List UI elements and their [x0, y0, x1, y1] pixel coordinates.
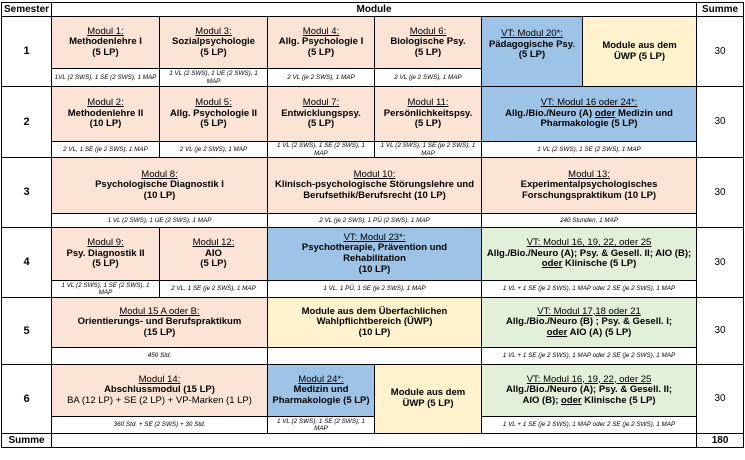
module-cell: Modul 3: Sozialpsychologie (5 LP) [159, 16, 268, 69]
module-header: Module [50, 2, 698, 17]
semester-row-5-notes: 450 Std. 1 VL + 1 SE (je 2 SWS), 1 MAP o… [2, 347, 744, 365]
module-note: 2 VL (je 2 SWS), 1 PÜ (2 SWS), 1 MAP [267, 213, 482, 228]
module-cell: Modul 1: Methodenlehre I (5 LP) [51, 16, 160, 69]
semester-number: 6 [1, 364, 52, 434]
module-note: 1 VL + 1 SE (je 2 SWS), 1 MAP oder 2 SE … [480, 416, 698, 434]
module-cell: Modul 7: Entwicklungspsy. (5 LP) [267, 86, 375, 142]
semester-row-4: 4 Modul 9: Psy. Diagnostik II (5 LP) Modul… [1, 227, 745, 298]
module-note: 1VL (2 SWS), 1 SE (2 SWS), 1 MAP [51, 68, 160, 87]
module-cell: Modul 4: Allg. Psychologie I (5 LP) [267, 16, 375, 69]
semester-sum: 30 [696, 16, 745, 87]
module-note: 1 VL, 1 PÜ, 1 SE (je 2 SWS), 1 MAP [267, 280, 482, 298]
semester-row-2: 2 Modul 2: Methodenlehre II (10 LP) Modul … [1, 86, 745, 158]
study-plan-table: Semester Module Summe 1 Modul 1: Methoden… [1, 2, 745, 448]
module-cell: Module aus dem ÜWP (5 LP) [581, 16, 698, 87]
semester-row-1: 1 Modul 1: Methodenlehre I (5 LP) Modul 3:… [1, 16, 745, 87]
semester-row-4-notes: 1 VL (2 SWS), 1 SE (2 SWS), 1 MAP 2 VL, … [2, 280, 744, 298]
module-cell: Modul 6: Biologische Psy. (5 LP) [374, 16, 482, 69]
summe-label: Summe [1, 433, 52, 448]
module-cell: VT: Modul 16, 19, 22, oder 25 Allg./Bio./… [480, 227, 698, 281]
module-cell: Module aus dem Überfachlichen Wahlpflicht… [267, 297, 482, 348]
module-note [267, 347, 482, 365]
module-cell: Modul 11: Persönlichkeitspsy. (5 LP) [374, 86, 482, 142]
module-note: 450 Std. [51, 347, 268, 365]
semester-row-3-notes: 1 VL (2 SWS), 1 UE (2 SWS), 1 MAP 2 VL (… [2, 213, 744, 228]
module-note: 1 VL (2 SWS), 1 SE (2 SWS), 1 MAP [480, 141, 698, 158]
module-cell: Modul 14: Abschlussmodul (15 LP) BA (12 LP… [51, 364, 268, 417]
module-cell: Modul 2: Methodenlehre II (10 LP) [51, 86, 160, 142]
module-cell: Modul 24*: Medizin und Pharmakologie (5 LP… [267, 364, 375, 417]
module-note: 2 VL (je 2 SWS), 1 MAP [374, 68, 482, 87]
semester-row-6-notes: 360 Std. + SE (2 SWS) + 30 Std. 1 VL (2 … [2, 416, 744, 434]
semester-row-2-notes: 2 VL, 1 SE (je 2 SWS), 1 MAP 2 VL (je 2 … [2, 141, 744, 158]
semester-number: 4 [1, 227, 52, 298]
module-note: 1 VL + 1 SE (je 2 SWS), 1 MAP oder 2 SE … [480, 280, 698, 298]
module-note: 1 VL (2 SWS), 1 UE (2 SWS), 1 MAP [51, 213, 268, 228]
module-note: 1 VL (2 SWS), 1 SE (2 SWS), 1 MAP [267, 416, 375, 434]
module-note: 2 VL, 1 SE (je 2 SWS), 1 MAP [51, 141, 160, 158]
summe-row: Summe 180 [1, 433, 745, 448]
semester-row-3: 3 Modul 8: Psychologische Diagnostik I (10… [1, 157, 745, 228]
module-note: 360 Std. + SE (2 SWS) + 30 Std. [51, 416, 268, 434]
module-cell: VT: Modul 16 oder 24*: Allg./Bio./Neuro (… [480, 86, 698, 142]
module-cell: VT: Modul 23*: Psychotherapie, Prävention… [267, 227, 482, 281]
module-note: 2 VL (je 2 SWS), 1 MAP [159, 141, 268, 158]
module-cell: Module aus dem ÜWP (5 LP) [374, 364, 482, 434]
module-cell: VT: Modul 20*: Pädagogische Psy. (5 LP) [481, 16, 583, 87]
module-cell: VT: Modul 16, 19, 22, oder 25 Allg./Bio./… [480, 364, 698, 417]
semester-sum: 30 [696, 364, 745, 434]
module-cell: Modul 10: Klinisch-psychologische Störung… [267, 157, 482, 214]
module-cell: Modul 15 A oder B: Orientierungs- und Ber… [51, 297, 268, 348]
module-cell: Modul 12: AIO (5 LP) [159, 227, 268, 281]
semester-row-6: 6 Modul 14: Abschlussmodul (15 LP) BA (12 … [1, 364, 745, 434]
module-note: 240 Stunden, 1 MAP [480, 213, 698, 228]
semester-sum: 30 [696, 157, 745, 228]
module-cell: Modul 5: Allg. Psychologie II (5 LP) [159, 86, 268, 142]
header-row: Semester Module Summe [1, 2, 745, 17]
semester-number: 2 [1, 86, 52, 158]
semester-sum: 30 [696, 227, 745, 298]
module-cell: Modul 13: Experimentalpsychologisches Fors… [480, 157, 698, 214]
module-note: 1 VL (2 SWS), 1 SE (je 2 SWS), 1 MAP [374, 141, 482, 158]
semester-sum: 30 [696, 297, 745, 365]
semester-row-5: 5 Modul 15 A oder B: Orientierungs- und B… [1, 297, 745, 365]
semester-number: 3 [1, 157, 52, 228]
summe-header: Summe [696, 2, 745, 17]
module-note: 2 VL, 1 SE (je 2 SWS), 1 MAP [159, 280, 268, 298]
module-note: 1 VL (2 SWS), 1 SE (2 SWS), 1 MAP [51, 280, 160, 298]
module-note: 2 VL (je 2 SWS), 1 MAP [267, 68, 375, 87]
semester-number: 1 [1, 16, 52, 87]
module-cell: Modul 9: Psy. Diagnostik II (5 LP) [51, 227, 160, 281]
semester-header: Semester [1, 2, 52, 17]
module-cell: Modul 8: Psychologische Diagnostik I (10 L… [51, 157, 268, 214]
module-note: 1 VL + 1 SE (je 2 SWS), 1 MAP oder 2 SE … [480, 347, 698, 365]
module-note: 1 VL (2 SWS), 1 UE (2 SWS), 1 MAP [159, 68, 268, 87]
semester-number: 5 [1, 297, 52, 365]
summe-total: 180 [696, 433, 745, 448]
module-note: 1 VL (2 SWS), 1 SE (2 SWS), 1 MAP [267, 141, 375, 158]
semester-sum: 30 [696, 86, 745, 158]
module-cell: VT: Modul 17,18 oder 21 Allg./Bio./Neuro … [480, 297, 698, 348]
summe-spacer [50, 433, 698, 448]
